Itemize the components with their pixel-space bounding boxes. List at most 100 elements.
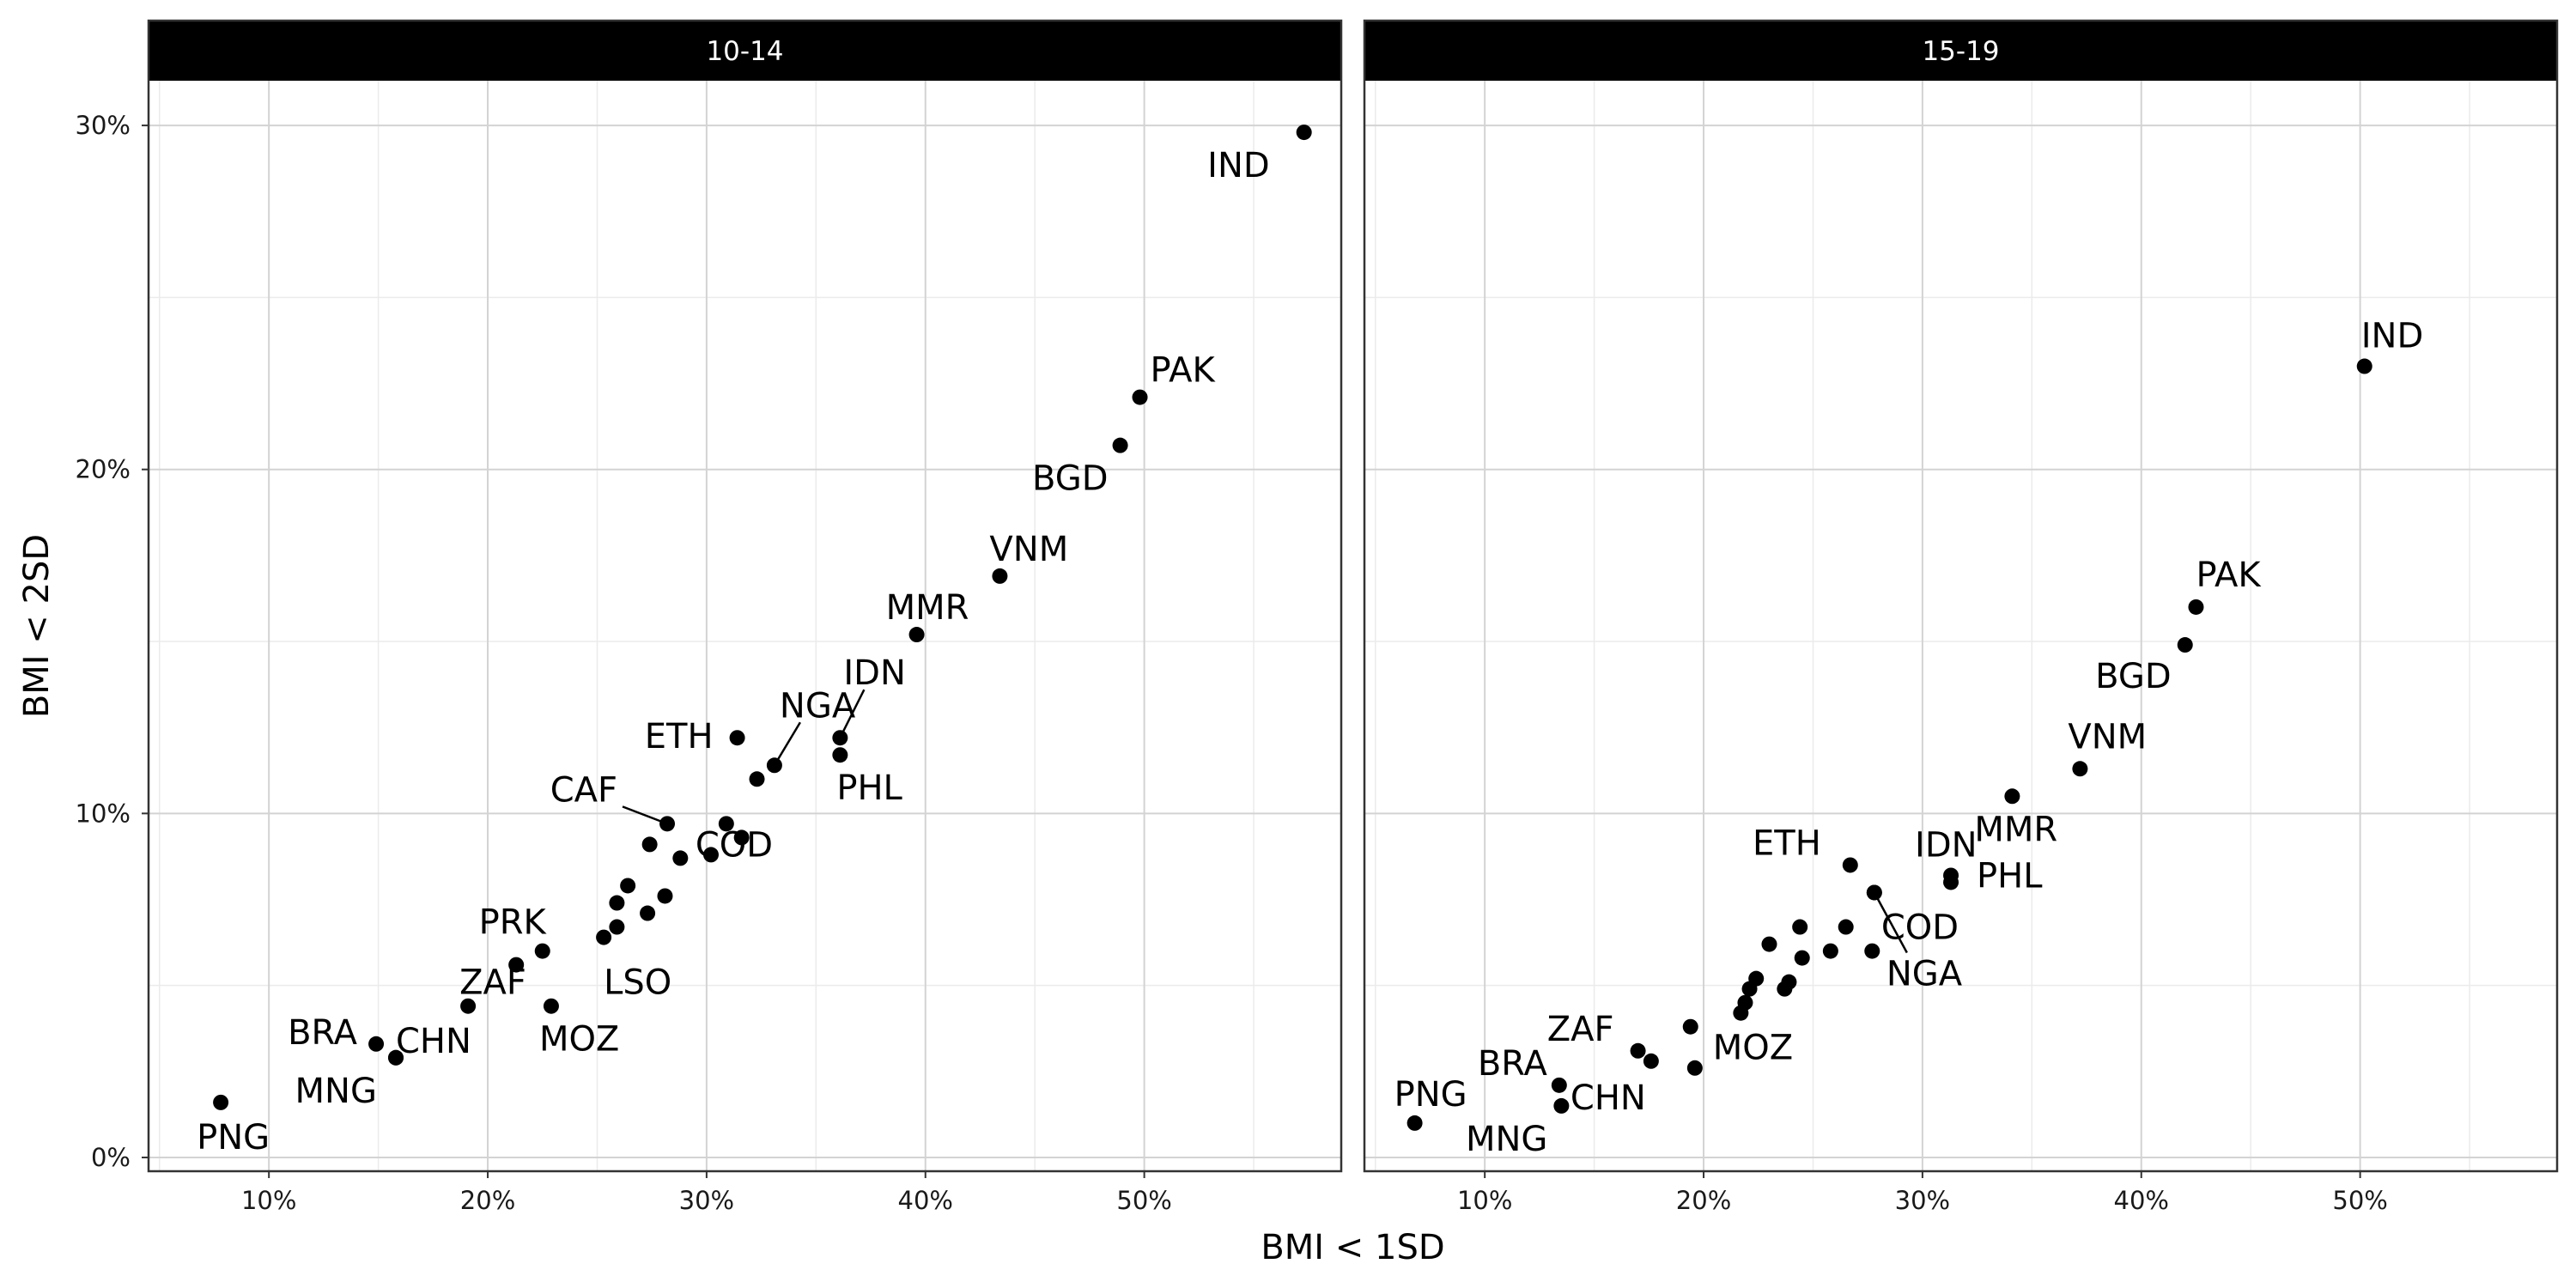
point-label-pak: PAK [1151,351,1217,391]
data-point [620,878,636,894]
data-point-mmr [908,627,925,643]
point-label-ind: IND [2361,317,2424,356]
data-point [1792,919,1808,935]
data-point-png [1406,1115,1423,1131]
x-tick-label: 10% [1457,1186,1512,1215]
data-point [1761,936,1777,952]
data-point [1777,981,1793,997]
data-point-moz [1682,1018,1698,1035]
data-point [609,919,625,935]
data-point [702,847,719,863]
data-point [641,836,658,853]
facet-strip-label: 10-14 [706,36,783,67]
x-tick-label: 50% [1116,1186,1171,1215]
point-label-lso: LSO [604,963,671,1003]
point-label-eth: ETH [1753,823,1821,863]
point-label-phl: PHL [1977,856,2043,896]
y-axis: 0% 10% 20% 30% [76,111,149,1172]
point-label-mmr: MMR [1974,810,2057,849]
facet-panel-15-19: 15-19INDPAKBGDVNMMMRIDNPHLETHCODNGAMOZZA… [1363,19,2559,1173]
data-point-bra [368,1036,385,1052]
point-label-idn: IDN [1915,825,1978,865]
data-point-mmr [2004,788,2020,805]
data-point [1686,1060,1703,1076]
panel-background [1364,81,2557,1171]
data-point [609,895,625,911]
point-label-vnm: VNM [989,530,1068,569]
data-point-bgd [1112,437,1128,453]
label-leader-line [839,689,866,738]
point-label-idn: IDN [843,653,906,693]
point-label-ind: IND [1207,146,1270,185]
data-point [1741,981,1758,997]
point-label-vnm: VNM [2068,717,2147,756]
point-label-bra: BRA [1478,1044,1548,1084]
data-point-zaf [460,998,477,1014]
point-label-mng: MNG [295,1072,377,1111]
data-point [749,771,765,787]
point-label-png: PNG [1394,1075,1467,1115]
x-axis-right: 10% 20% 30% 40% 50% [1457,1171,2388,1215]
y-tick-label: 0% [91,1143,131,1172]
point-label-nga: NGA [1886,954,1963,993]
x-tick-label: 40% [898,1186,953,1215]
facet-strip [149,21,1341,81]
data-point [640,905,656,921]
x-tick-label: 50% [2332,1186,2387,1215]
point-label-caf: CAF [550,770,617,810]
point-label-png: PNG [197,1118,270,1157]
data-point [1822,943,1838,959]
panel-border [1363,19,2559,1173]
data-point-idn [832,730,848,746]
data-point-phl [832,747,848,763]
data-point-vnm [992,568,1008,584]
data-point-pak [1132,389,1148,405]
data-point-pak [2188,598,2204,615]
data-point-ind [2356,358,2372,374]
data-point-cod [718,816,734,832]
x-tick-label: 30% [679,1186,734,1215]
data-point-vnm [2072,761,2088,777]
point-label-eth: ETH [645,717,714,756]
data-point [1794,950,1810,966]
point-label-pak: PAK [2196,556,2262,595]
data-point-lso [596,929,612,945]
panel-background [149,81,1341,1171]
data-point [657,888,673,904]
label-leader-line [622,805,668,825]
data-point-mng [1553,1097,1570,1114]
data-point-eth [1842,857,1858,873]
y-tick-label: 30% [76,111,131,140]
data-point-mng [387,1049,404,1066]
point-label-zaf: ZAF [459,963,526,1003]
facet-strip-label: 15-19 [1922,36,1999,67]
panel-border [147,19,1343,1173]
data-point-png [213,1094,229,1110]
label-leader-line [773,721,801,766]
point-label-nga: NGA [780,686,856,726]
y-tick-label: 10% [76,799,131,828]
label-leader-line [1873,891,1908,954]
point-label-bra: BRA [288,1013,358,1053]
data-point-ind [1296,125,1312,141]
point-label-phl: PHL [836,769,902,808]
x-tick-label: 10% [241,1186,296,1215]
y-axis-title: BMI < 2SD [17,534,57,718]
point-label-mng: MNG [1466,1120,1547,1159]
data-point-zaf [1630,1042,1646,1059]
x-tick-label: 30% [1895,1186,1950,1215]
point-label-moz: MOZ [1713,1029,1793,1068]
point-label-zaf: ZAF [1547,1010,1614,1049]
x-axis-title: BMI < 1SD [1261,1228,1444,1267]
point-label-bgd: BGD [2095,657,2172,696]
data-point [1864,943,1880,959]
data-point-moz [543,998,559,1014]
data-point-nga [1866,884,1882,901]
data-point-prk [534,943,550,959]
point-label-bgd: BGD [1032,459,1109,499]
point-label-chn: CHN [1571,1078,1646,1118]
data-point-caf [659,816,676,832]
data-point [508,957,525,973]
point-label-chn: CHN [396,1022,471,1061]
